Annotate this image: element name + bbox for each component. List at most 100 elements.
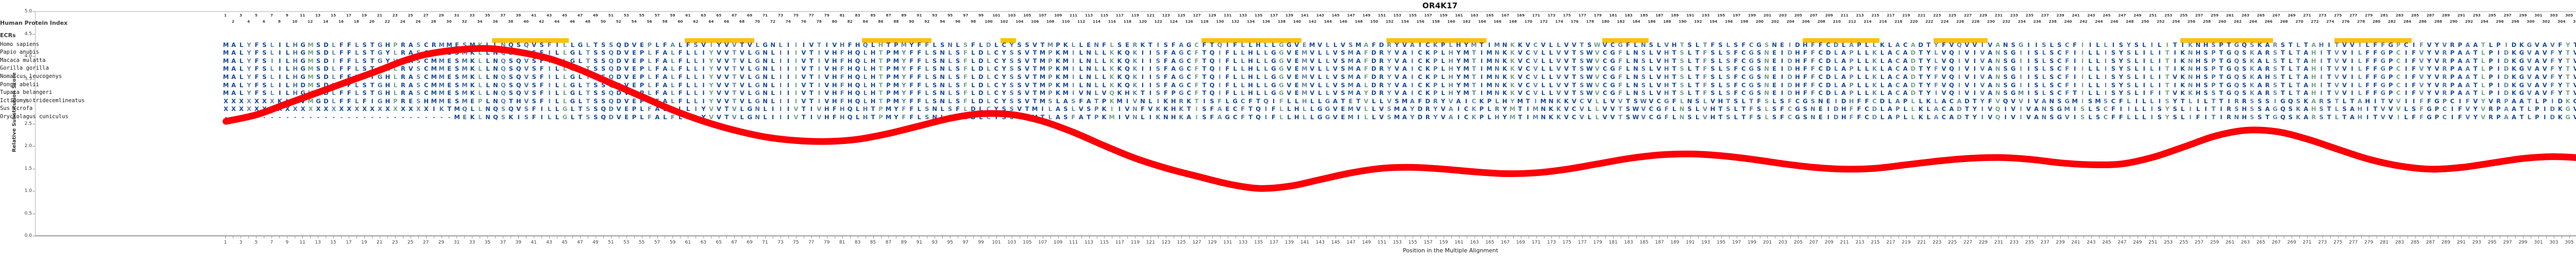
ruler-position-number: 185 [1640, 13, 1648, 18]
x-axis-tick-mark [2484, 236, 2485, 238]
ruler-position-number: 143 [1316, 13, 1325, 18]
x-axis-tick-label: 287 [2426, 240, 2435, 245]
ruler-position-number: 248 [2126, 19, 2134, 24]
ruler-position-number: 5 [255, 13, 258, 18]
x-axis-tick-label: 53 [623, 240, 630, 245]
x-axis-tick-label: 109 [1054, 240, 1063, 245]
ruler-position-number: 110 [1062, 19, 1070, 24]
x-axis-tick-label: 295 [2487, 240, 2497, 245]
ruler-position-number: 128 [1200, 19, 1209, 24]
ruler-position-number: 197 [1733, 13, 1741, 18]
ruler-position-number: 66 [724, 19, 730, 24]
ruler-position-number: 221 [1918, 13, 1926, 18]
x-axis-tick-label: 189 [1670, 240, 1680, 245]
x-axis-tick-mark [703, 236, 704, 238]
x-axis-tick-mark [1574, 236, 1575, 238]
y-axis-tick-mark [32, 56, 35, 57]
alignment-plot-area: 1 2 3 4 5 6 7 8 9 10 11 12 13 14 15 16 17 18 19 20 21 22 23 24 2… [35, 11, 2576, 236]
ruler-position-number: 72 [770, 19, 776, 24]
x-axis-tick-label: 37 [500, 240, 506, 245]
ruler-position-number: 108 [1046, 19, 1055, 24]
species-label: Papio anubis [0, 49, 39, 56]
x-axis-tick-mark [1690, 236, 1691, 238]
x-axis-tick-label: 13 [315, 240, 321, 245]
ruler-position-number: 229 [1979, 13, 1988, 18]
ruler-position-number: 33 [469, 13, 475, 18]
x-axis-tick-mark [495, 236, 496, 238]
ruler-position-number: 193 [1702, 13, 1710, 18]
ruler-position-number: 205 [1794, 13, 1802, 18]
ruler-position-number: 51 [608, 13, 614, 18]
x-axis-tick-label: 207 [1809, 240, 1818, 245]
ruler-position-number: 92 [924, 19, 930, 24]
x-axis-tick-mark [2515, 236, 2516, 238]
ruler-position-number: 77 [808, 13, 814, 18]
x-axis-tick-mark [2330, 236, 2331, 238]
x-axis-tick-mark [942, 236, 943, 238]
ruler-position-number: 291 [2457, 13, 2465, 18]
ecr-bar [1386, 38, 1487, 43]
y-axis-tick-label: 5.0 [24, 9, 32, 14]
ruler-position-number: 67 [732, 13, 737, 18]
ruler-position-number: 125 [1177, 13, 1185, 18]
ruler-position-number: 21 [377, 13, 382, 18]
ruler-position-number: 233 [2010, 13, 2018, 18]
x-axis-tick-mark [1636, 236, 1637, 238]
x-axis-tick-label: 165 [1485, 240, 1495, 245]
ruler-position-number: 98 [971, 19, 976, 24]
ecr-bar [1001, 38, 1016, 43]
panel-header-label: Human Protein Index [0, 20, 68, 26]
ruler-position-number: 255 [2179, 13, 2188, 18]
x-axis-tick-mark [387, 236, 388, 238]
x-axis-tick-label: 175 [1562, 240, 1571, 245]
ruler-position-number: 176 [1570, 19, 1579, 24]
ruler-position-number: 18 [353, 19, 359, 24]
x-axis-tick-mark [1798, 236, 1799, 238]
x-axis-tick-mark [2122, 236, 2123, 238]
ruler-position-number: 227 [1963, 13, 1972, 18]
x-axis-tick-mark [603, 236, 604, 238]
ruler-position-number: 303 [2550, 13, 2558, 18]
ruler-position-number: 8 [278, 19, 281, 24]
x-axis-tick-label: 245 [2102, 240, 2111, 245]
ruler-position-number: 84 [862, 19, 868, 24]
ruler-position-number: 296 [2496, 19, 2504, 24]
ecr-bar [862, 38, 931, 43]
x-axis-tick-label: 47 [577, 240, 583, 245]
x-axis-tick-label: 83 [854, 240, 861, 245]
x-axis-tick-label: 283 [2395, 240, 2404, 245]
ruler-position-number: 153 [1393, 13, 1401, 18]
ruler-position-number: 173 [1547, 13, 1556, 18]
y-axis-tick-mark [32, 146, 35, 147]
x-axis-tick-mark [1158, 236, 1159, 238]
x-axis-tick-mark [726, 236, 727, 238]
ruler-position-number: 17 [346, 13, 351, 18]
ruler-position-number: 62 [693, 19, 699, 24]
y-axis-tick-label: 0.5 [24, 211, 32, 216]
x-axis-tick-mark [1451, 236, 1452, 238]
ruler-position-number: 251 [2149, 13, 2157, 18]
x-axis-tick-mark [1659, 236, 1660, 238]
position-ruler: 1 2 3 4 5 6 7 8 9 10 11 12 13 14 15 16 17 18 19 20 21 22 23 24 2… [36, 12, 2576, 27]
ruler-position-number: 269 [2287, 13, 2296, 18]
x-axis-tick-label: 9 [285, 240, 289, 245]
ruler-position-number: 13 [315, 13, 321, 18]
ruler-position-number: 71 [762, 13, 768, 18]
ruler-position-number: 302 [2542, 19, 2550, 24]
ruler-position-number: 270 [2295, 19, 2303, 24]
x-axis-tick-mark [2492, 236, 2493, 238]
ruler-position-number: 147 [1347, 13, 1355, 18]
ruler-position-number: 191 [1686, 13, 1694, 18]
x-axis-tick-mark [2029, 236, 2030, 238]
ruler-position-number: 131 [1224, 13, 1232, 18]
ruler-position-number: 232 [2002, 19, 2011, 24]
y-axis-tick-label: 4.0 [24, 54, 32, 59]
ruler-position-number: 73 [777, 13, 784, 18]
x-axis-tick-label: 277 [2349, 240, 2358, 245]
ruler-position-number: 274 [2326, 19, 2334, 24]
ruler-position-number: 103 [1008, 13, 1016, 18]
x-axis-tick-mark [1582, 236, 1583, 238]
ruler-position-number: 242 [2079, 19, 2088, 24]
